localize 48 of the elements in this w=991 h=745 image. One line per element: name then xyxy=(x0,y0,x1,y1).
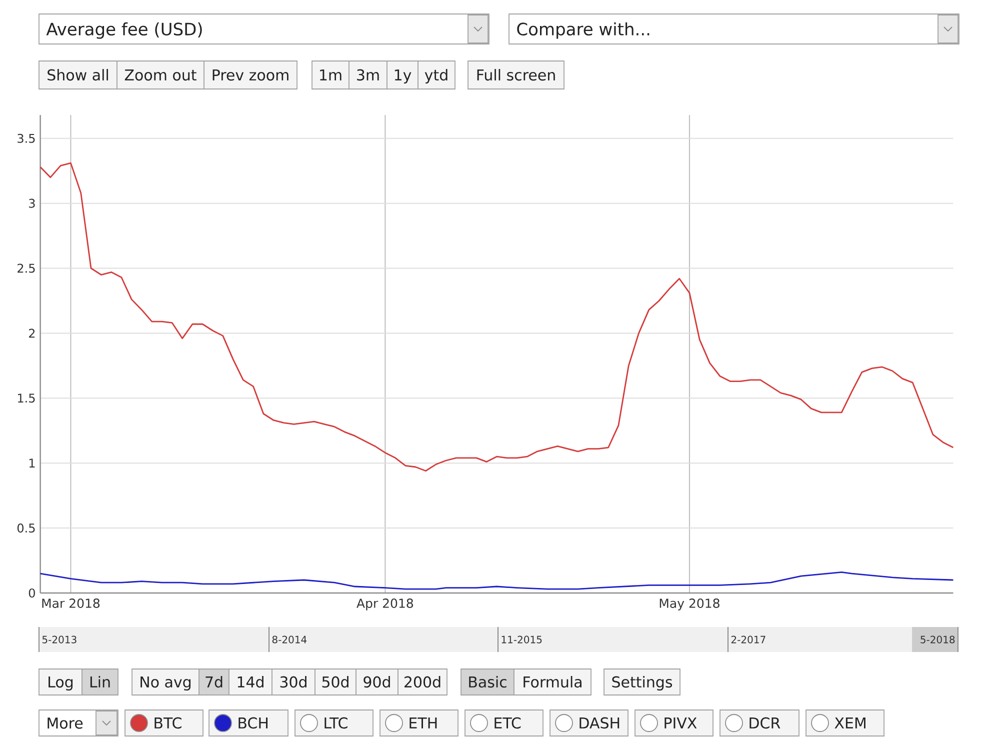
text: ytd xyxy=(424,69,448,84)
text: More xyxy=(48,718,83,729)
text: 7d xyxy=(206,676,222,688)
text: Zoom out xyxy=(124,69,196,81)
text: ETC xyxy=(494,717,521,729)
text: Prev zoom xyxy=(212,69,288,81)
y-tick-label: 2.5 xyxy=(18,264,35,273)
text: Settings xyxy=(612,676,672,691)
text: Lin xyxy=(90,676,110,688)
text: 30d xyxy=(280,676,306,688)
text: Show all xyxy=(48,69,108,81)
text: 5-2013 xyxy=(42,636,76,644)
text: XEM xyxy=(834,717,866,728)
y-tick-label: 3 xyxy=(29,198,35,208)
text: Full screen xyxy=(477,69,555,81)
text: 3m xyxy=(357,69,379,81)
text: PIVX xyxy=(664,717,697,728)
text: DCR xyxy=(750,717,780,729)
text: Basic xyxy=(469,676,506,688)
x-tick-label: Apr 2018 xyxy=(356,598,414,610)
text: ETH xyxy=(410,717,437,728)
text: LTC xyxy=(324,717,348,729)
x-tick-label: May 2018 xyxy=(660,598,720,610)
text: 1y xyxy=(394,69,412,84)
text: 2-2017 xyxy=(731,636,766,644)
legend-label: BTC xyxy=(154,717,182,729)
text: DASH xyxy=(580,717,620,729)
x-tick-label: Mar 2018 xyxy=(42,598,100,608)
text: 14d xyxy=(238,676,264,688)
text: 90d xyxy=(364,676,390,688)
text: 200d xyxy=(404,676,440,688)
text: Formula xyxy=(524,676,582,688)
y-tick-label: 1 xyxy=(29,458,35,468)
text: Compare with... xyxy=(517,22,650,39)
text: 11-2015 xyxy=(502,636,542,644)
text: 1m xyxy=(320,69,342,80)
legend-label: BCH xyxy=(238,717,268,729)
y-tick-label: 1.5 xyxy=(18,394,35,403)
y-tick-label: 0.5 xyxy=(17,524,35,533)
text: 5-2018 xyxy=(920,636,955,644)
text: 8-2014 xyxy=(272,636,307,644)
text: 50d xyxy=(322,676,348,688)
text: No avg xyxy=(140,676,191,691)
y-tick-label: 2 xyxy=(29,328,35,338)
y-tick-label: 3.5 xyxy=(18,134,35,143)
chart-title: Average fee (USD) xyxy=(46,22,202,39)
text: Log xyxy=(48,676,73,691)
y-tick-label: 0 xyxy=(28,588,35,598)
